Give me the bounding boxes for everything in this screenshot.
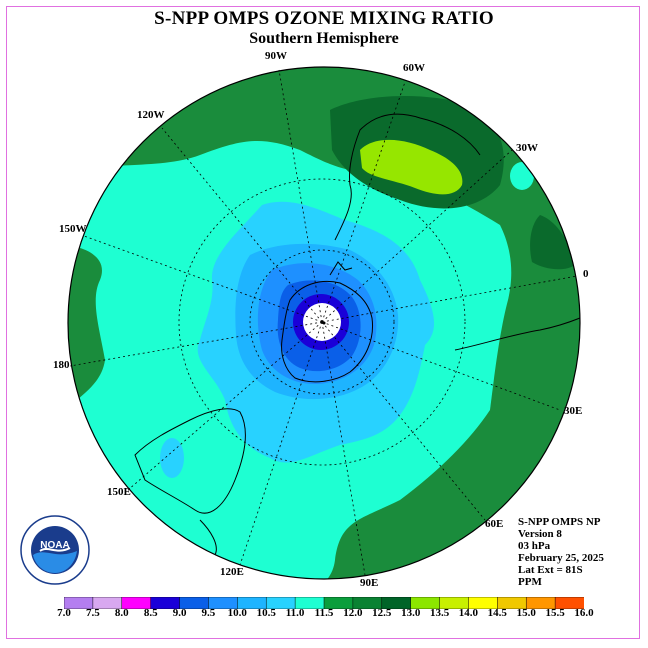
coastlines [134, 113, 581, 556]
colorbar [64, 597, 584, 609]
colorbar-tick-label: 8.0 [114, 607, 129, 619]
lon-label-0: 0 [583, 268, 589, 280]
lon-label-30w: 30W [516, 142, 538, 154]
contour-11-0-spot [510, 162, 534, 190]
lon-label-180: 180 [53, 359, 70, 371]
lat-circle-2 [178, 178, 466, 466]
colorbar-tick-label: 9.0 [172, 607, 187, 619]
lon-label-60w: 60W [403, 62, 425, 74]
lon-label-150e: 150E [107, 486, 131, 498]
info-lat-extent: Lat Ext = 81S [518, 564, 583, 576]
colorbar-tick-label: 10.0 [227, 607, 247, 619]
meridian-0 [321, 275, 578, 323]
contour-12-5 [360, 139, 463, 195]
antarctic-peninsula [329, 261, 353, 276]
map-subtitle: Southern Hemisphere [249, 30, 399, 47]
colorbar-tick-label: 13.5 [429, 607, 450, 619]
meridian-60w [321, 81, 406, 323]
colorbar-tick-label: 15.0 [516, 607, 536, 619]
ozone-field [68, 67, 580, 579]
map-boundary [67, 66, 581, 580]
meridian-120w [161, 127, 323, 323]
graticule [69, 69, 578, 576]
meridian-150w [83, 235, 323, 323]
australia-coast [134, 408, 246, 514]
info-version: Version 8 [518, 528, 562, 540]
map-title: S-NPP OMPS OZONE MIXING RATIO [154, 8, 494, 29]
info-instrument: S-NPP OMPS NP [518, 516, 601, 528]
lon-label-150w: 150W [59, 223, 87, 235]
noaa-logo: NOAA [20, 515, 90, 585]
contour-12-0-east [530, 215, 575, 270]
colorbar-tick-label: 7.5 [86, 607, 100, 619]
colorbar-tick-label: 14.5 [487, 607, 507, 619]
colorbar-tick-label: 15.5 [545, 607, 565, 619]
contour-10-5-spot [160, 438, 184, 478]
info-date: February 25, 2025 [518, 552, 604, 564]
colorbar-tick-label: 9.5 [201, 607, 216, 619]
info-pressure-level: 03 hPa [518, 540, 551, 552]
africa-coast [454, 317, 581, 351]
noaa-logo-text: NOAA [40, 540, 69, 551]
antarctica-coast [281, 280, 374, 383]
colorbar-tick-label: 11.0 [285, 607, 305, 619]
south-america-coast [334, 113, 481, 241]
colorbar-tick-label: 11.5 [314, 607, 334, 619]
product-info: S-NPP OMPS NP Version 8 03 hPa February … [518, 516, 604, 588]
lon-label-60e: 60E [485, 518, 504, 530]
info-units: PPM [518, 576, 542, 588]
meridian-30e [321, 321, 561, 411]
colorbar-tick-label: 14.0 [458, 607, 479, 619]
colorbar-tick-label: 8.5 [143, 607, 158, 619]
colorbar-tick-label: 12.0 [343, 607, 363, 619]
lon-label-120e: 120E [220, 566, 244, 578]
lon-label-90w: 90W [265, 50, 287, 62]
lon-label-30e: 30E [564, 405, 583, 417]
south-pole-marker [322, 321, 326, 325]
colorbar-tick-label: 7.0 [57, 607, 71, 619]
colorbar-tick-label: 13.0 [401, 607, 421, 619]
lon-label-120w: 120W [137, 109, 165, 121]
new-zealand-coast [199, 519, 217, 556]
lon-label-90e: 90E [360, 577, 379, 589]
colorbar-tick-label: 16.0 [574, 607, 594, 619]
colorbar-swatch [554, 597, 584, 609]
lat-circle-1 [249, 249, 395, 395]
colorbar-tick-label: 10.5 [256, 607, 276, 619]
image-frame [6, 6, 640, 639]
colorbar-tick-label: 12.5 [372, 607, 392, 619]
